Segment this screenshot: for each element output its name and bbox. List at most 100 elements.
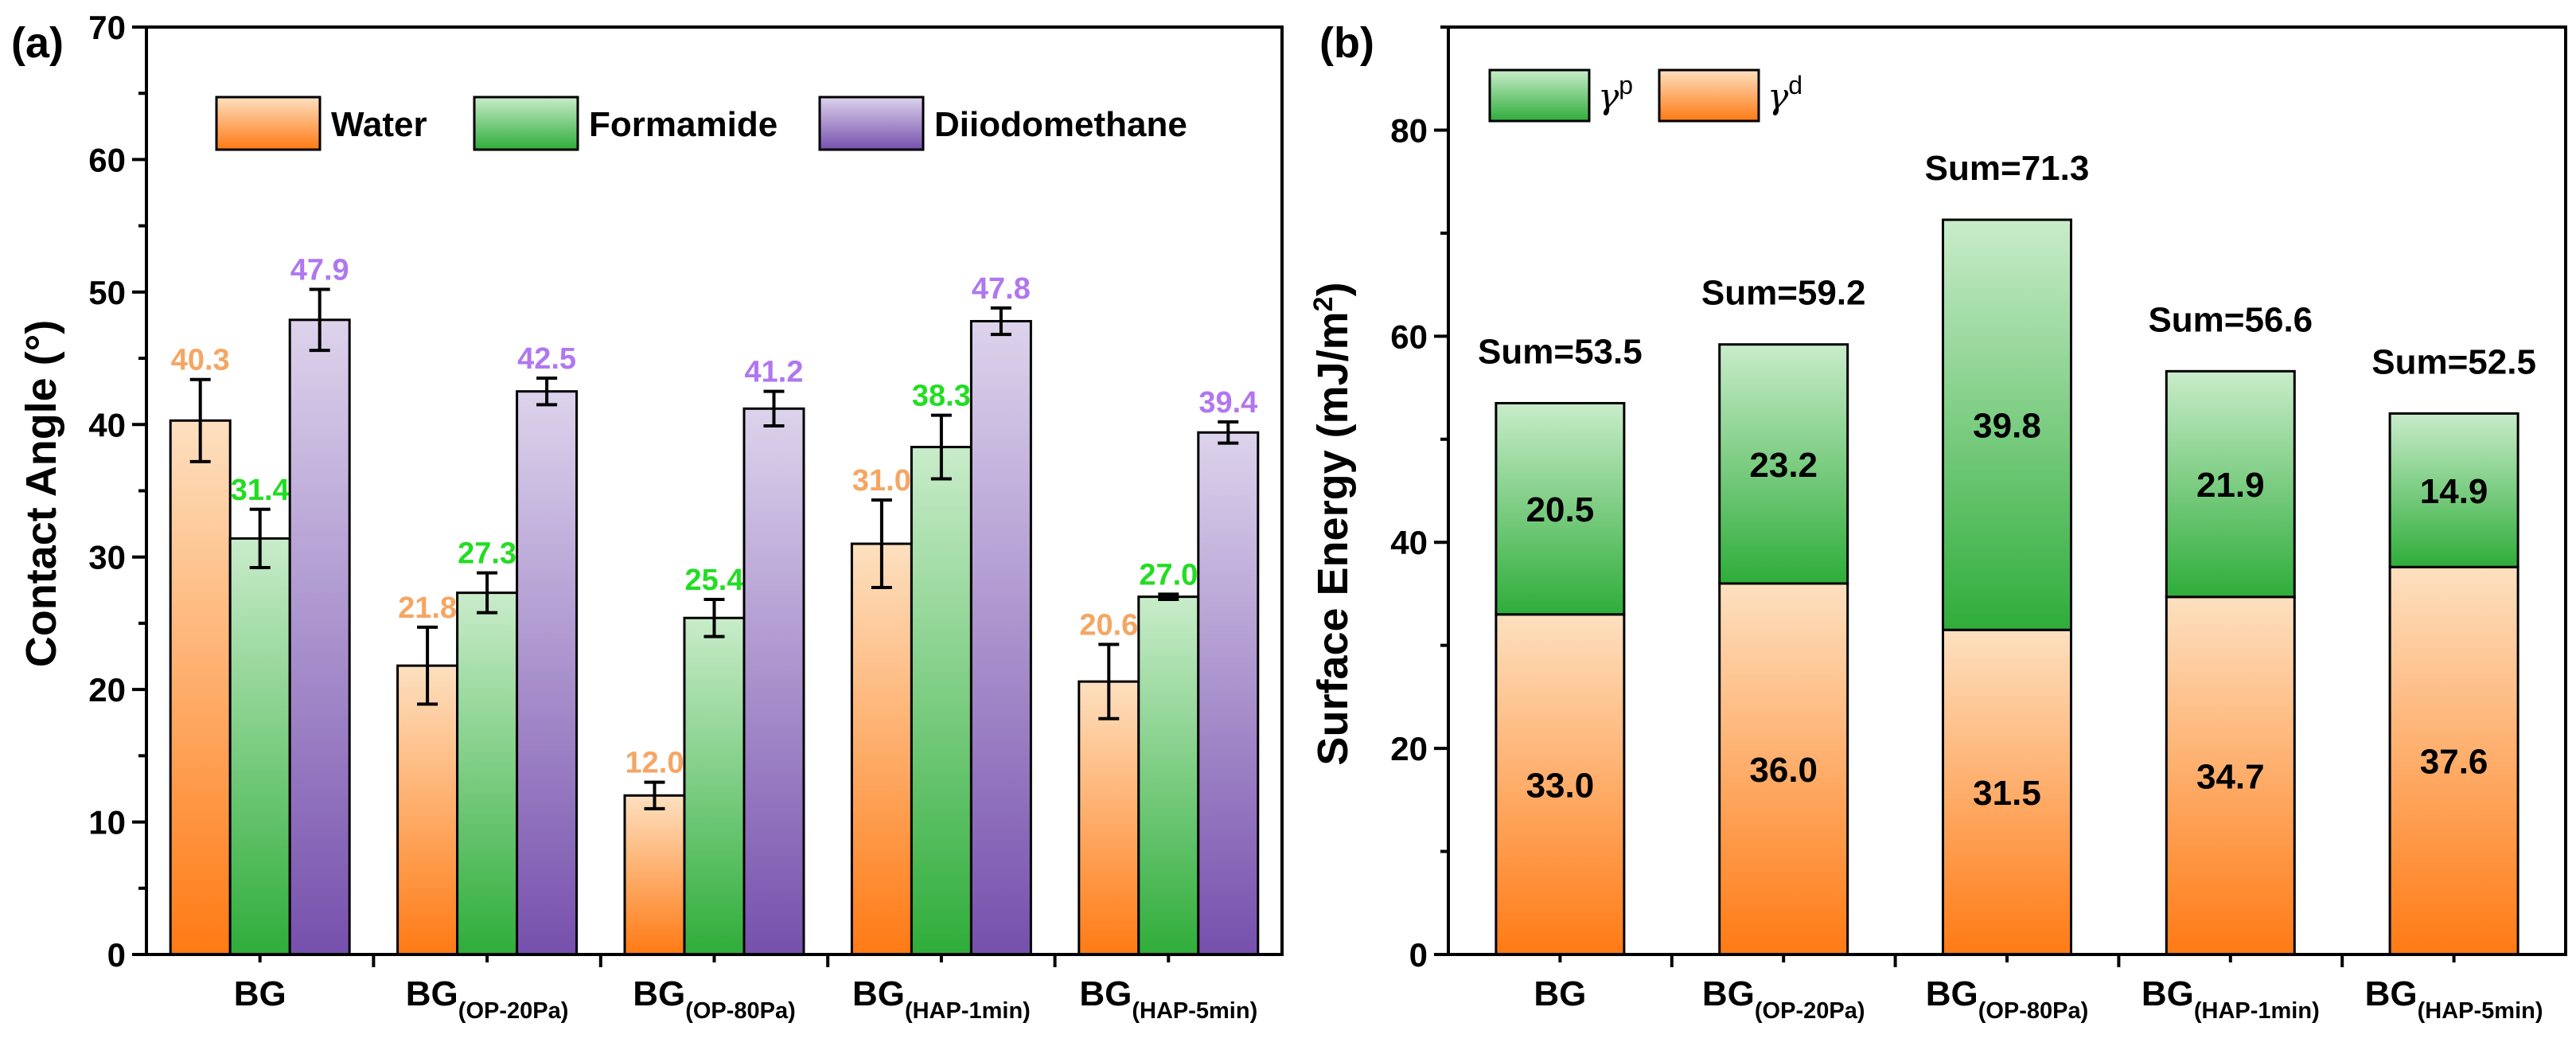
bar-diiodomethane	[516, 390, 579, 956]
a-category-label: BG(HAP-5min)	[1079, 974, 1257, 1024]
b-category-label: BG(HAP-1min)	[2141, 974, 2320, 1024]
chart-b: (b) Surface Energy (mJ/m2) 33.0 20.5 Sum=5…	[1308, 19, 2567, 1024]
legend-swatch	[1658, 68, 1760, 123]
segment-label-gamma-p: 39.8	[1973, 407, 2041, 446]
b-category-base: BG	[1534, 974, 1586, 1013]
segment-label-gamma-d: 37.6	[2420, 743, 2488, 782]
bar-diiodomethane	[969, 319, 1032, 956]
y-axis-label-a: Contact Angle (°)	[18, 320, 65, 668]
y-axis-label-b: Surface Energy (mJ/m2)	[1308, 282, 1357, 765]
axes-b: BG BG(OP-20Pa) BG(OP-80Pa) BG(HAP-1min) BG(H…	[1390, 25, 2567, 1024]
data-label: 31.4	[231, 474, 290, 507]
y-axis-label-b-close: )	[1309, 282, 1357, 296]
data-label: 25.4	[685, 564, 744, 597]
y-tick-label: 50	[88, 274, 126, 311]
bar-gamma-p	[1495, 401, 1626, 616]
segment-label-gamma-p: 20.5	[1526, 490, 1595, 529]
b-category-sub: (OP-20Pa)	[1755, 998, 1865, 1024]
sum-label: Sum=52.5	[2371, 342, 2536, 381]
a-category-label: BG(HAP-1min)	[852, 974, 1031, 1024]
y-tick-label: 0	[107, 936, 126, 974]
bar-gamma-d	[1495, 613, 1626, 956]
b-category-label: BG(HAP-5min)	[2365, 974, 2543, 1024]
bar-diiodomethane	[1197, 431, 1260, 956]
data-label: 42.5	[517, 342, 576, 376]
bar-diiodomethane	[288, 318, 351, 956]
b-category-sub: (OP-80Pa)	[1978, 998, 2089, 1024]
b-category-sub: (HAP-1min)	[2194, 998, 2320, 1024]
bar-formamide	[683, 616, 746, 956]
y-tick-label: 20	[88, 671, 126, 708]
bar-gamma-d	[1942, 628, 2072, 956]
bar-gamma-p	[2165, 369, 2296, 599]
axes-a: BG BG(OP-20Pa) BG(OP-80Pa) BG(HAP-1min) BG(H…	[88, 9, 1284, 1024]
y-axis-label-b-sup: 2	[1308, 296, 1339, 311]
legend-a: Water Formamide Diiodomethane	[215, 96, 1187, 151]
legend-sup: p	[1619, 71, 1633, 100]
bar-gamma-p	[1942, 218, 2072, 631]
bar-gamma-d	[2165, 595, 2296, 956]
bar-gamma-p	[1718, 343, 1849, 585]
bar-diiodomethane	[742, 407, 805, 956]
segment-label-gamma-p: 14.9	[2420, 472, 2488, 511]
y-tick-label: 70	[88, 9, 126, 46]
data-label: 31.0	[852, 464, 911, 498]
legend-swatch	[818, 96, 925, 151]
segment-label-gamma-d: 36.0	[1749, 751, 1818, 790]
a-category-sub: (HAP-1min)	[905, 998, 1031, 1024]
y-tick-label: 40	[88, 406, 126, 443]
legend-swatch	[473, 96, 579, 151]
data-label: 39.4	[1198, 386, 1257, 420]
b-category-base: BG	[1926, 974, 1978, 1013]
bar-formamide	[456, 591, 519, 956]
a-category-sub: (OP-20Pa)	[458, 998, 569, 1024]
legend-swatch	[1488, 68, 1591, 123]
panel-label-a: (a)	[11, 19, 64, 67]
data-label: 40.3	[171, 344, 230, 377]
legend-label: γp	[1598, 71, 1633, 117]
y-tick-label: 40	[1390, 524, 1428, 561]
bar-water	[396, 664, 459, 956]
segment-label-gamma-p: 21.9	[2196, 466, 2265, 505]
a-category-sub: (HAP-5min)	[1132, 998, 1257, 1024]
b-category-label: BG	[1534, 974, 1586, 1013]
y-tick-label: 80	[1390, 111, 1428, 149]
bar-water	[1078, 680, 1140, 956]
a-category-label: BG(OP-80Pa)	[633, 974, 796, 1024]
segment-label-gamma-d: 31.5	[1973, 774, 2041, 813]
bar-gamma-p	[2388, 412, 2519, 568]
legend-symbol: γ	[1767, 76, 1789, 117]
a-category-base: BG	[406, 974, 458, 1013]
segment-label-gamma-d: 33.0	[1526, 766, 1595, 805]
y-tick-label: 30	[88, 539, 126, 576]
data-label: 20.6	[1079, 609, 1138, 642]
b-category-sub: (HAP-5min)	[2418, 998, 2543, 1024]
data-label: 38.3	[912, 380, 971, 413]
a-category-base: BG	[234, 974, 286, 1013]
segment-label-gamma-d: 34.7	[2196, 757, 2265, 796]
segment-label-gamma-p: 23.2	[1749, 446, 1818, 485]
sum-label: Sum=59.2	[1701, 274, 1866, 313]
b-category-label: BG(OP-20Pa)	[1702, 974, 1865, 1024]
y-tick-label: 20	[1390, 730, 1428, 767]
data-label: 27.0	[1139, 558, 1198, 591]
b-category-base: BG	[1702, 974, 1755, 1013]
legend-label: Diiodomethane	[934, 105, 1187, 144]
data-label: 12.0	[625, 747, 684, 780]
legend-sup: d	[1788, 71, 1802, 100]
data-label: 27.3	[458, 537, 516, 571]
legend-swatch	[215, 96, 322, 151]
a-category-base: BG	[1079, 974, 1132, 1013]
y-tick-label: 60	[1390, 318, 1428, 355]
a-category-base: BG	[633, 974, 685, 1013]
a-category-sub: (OP-80Pa)	[685, 998, 796, 1024]
bar-formamide	[1137, 595, 1200, 956]
legend-label: γd	[1767, 71, 1802, 117]
b-category-base: BG	[2141, 974, 2194, 1013]
legend-label: Formamide	[589, 105, 777, 144]
y-tick-label: 60	[88, 141, 126, 178]
panel-label-b: (b)	[1319, 19, 1374, 67]
bar-water	[623, 794, 686, 956]
bar-water	[850, 542, 913, 956]
